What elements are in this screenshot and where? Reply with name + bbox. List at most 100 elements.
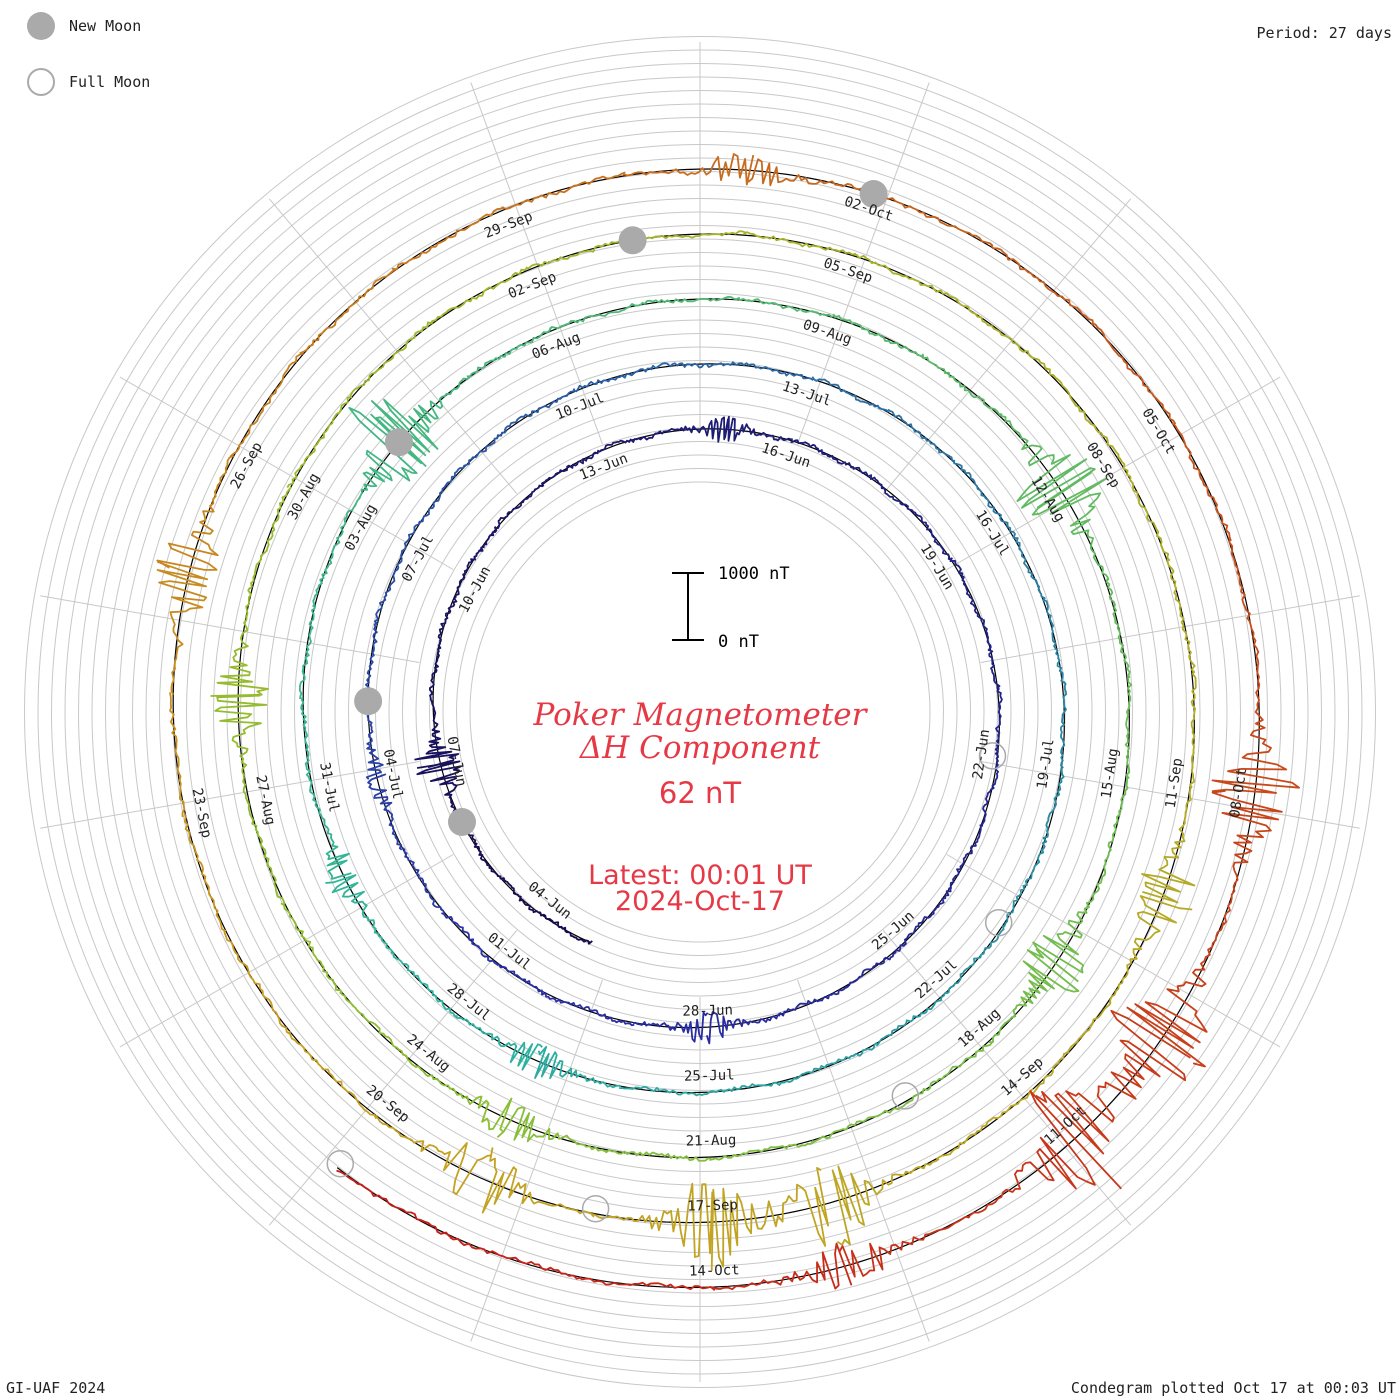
date-label: 08-Sep (1083, 440, 1123, 491)
grid-spoke (470, 979, 603, 1342)
date-label: 03-Aug (342, 502, 380, 554)
trace-segment (747, 158, 877, 196)
trace-segment (811, 1100, 909, 1144)
latest-time: Latest: 00:01 UT (588, 860, 812, 891)
trace-segment (1045, 368, 1120, 459)
date-label: 21-Aug (686, 1132, 737, 1149)
trace-segment (1141, 785, 1196, 904)
trace-segment (222, 929, 291, 1035)
grid-spoke (268, 929, 518, 1226)
trace-segment (945, 925, 1005, 994)
trace-segment (955, 299, 1049, 371)
date-label: 11-Sep (1163, 757, 1186, 809)
trace-segment (710, 1167, 829, 1271)
trace-segment (280, 902, 343, 994)
trace-segment (497, 962, 564, 1004)
trace-segment (1126, 921, 1224, 1068)
new-moon-marker (354, 687, 383, 716)
trace-segment (591, 1182, 714, 1258)
trace-segment (299, 605, 317, 700)
trace-segment (286, 396, 353, 489)
trace-segment (481, 1147, 595, 1218)
trace-segment (811, 376, 889, 413)
trace-segment (1102, 775, 1129, 877)
trace-segment (371, 376, 471, 468)
trace-segment (348, 321, 433, 399)
trace-segment (415, 1065, 513, 1133)
grid-ring (429, 441, 971, 983)
trace-segment (659, 416, 729, 443)
trace-segment (446, 429, 508, 486)
trace-segment (429, 639, 442, 704)
trace-segment (169, 692, 186, 818)
grid-spoke (470, 82, 603, 445)
trace-segment (619, 1085, 711, 1097)
trace-segment (622, 153, 755, 186)
new-moon-marker (618, 226, 647, 255)
trace-segment (156, 560, 209, 696)
trace-segment (831, 1158, 940, 1246)
trace-segment (214, 694, 268, 805)
trace-segment (906, 1041, 993, 1105)
grid-spoke (119, 854, 454, 1048)
full-moon-marker (326, 1149, 355, 1178)
trace-segment (1189, 670, 1197, 789)
trace-segment (183, 813, 227, 932)
legend-full-moon-label: Full Moon (69, 73, 151, 91)
trace-segment (1006, 523, 1046, 602)
trace-segment (1031, 471, 1110, 581)
grid-spoke (119, 376, 454, 570)
trace-segment (966, 1090, 1122, 1219)
trace-segment (1035, 1009, 1191, 1155)
legend-new-moon: New Moon (27, 12, 141, 40)
trace-segment (367, 773, 403, 851)
trace-segment (501, 171, 626, 210)
grid-ring (442, 454, 958, 970)
trace-segment (832, 313, 924, 358)
trace-segment (459, 526, 498, 583)
trace-segment (953, 459, 1009, 527)
trace-segment (906, 505, 952, 561)
full-moon-marker (581, 1194, 610, 1223)
trace-segment (493, 871, 541, 914)
trace-segment (437, 579, 462, 642)
trace-segment (777, 985, 848, 1017)
trace-segment (1117, 455, 1171, 562)
trace-segment (374, 548, 405, 625)
trace-segment (525, 237, 635, 270)
trace-segment (312, 516, 347, 608)
full-moon-marker (891, 1082, 920, 1110)
trace-segment (632, 1011, 709, 1043)
scale-bar: 1000 nT 0 nT (672, 564, 790, 652)
trace-segment (391, 206, 505, 271)
trace-segment (578, 1276, 716, 1291)
trace-segment (538, 911, 593, 945)
trace-segment (709, 1139, 814, 1161)
full-moon-icon (27, 68, 55, 96)
date-label: 13-Jun (577, 450, 630, 483)
full-moon-marker (984, 908, 1013, 937)
full-moon-marker (978, 742, 1007, 770)
date-label: 08-Oct (1227, 767, 1250, 819)
new-moon-marker (448, 808, 476, 836)
date-label: 15-Aug (1098, 747, 1121, 799)
trace-segment (1211, 790, 1283, 926)
grid-spoke (40, 761, 420, 829)
trace-segment (1059, 680, 1068, 769)
trace-segment (949, 557, 983, 622)
trace-segment (988, 948, 1080, 1043)
date-label: 22-Jun (970, 728, 993, 780)
trace-segment (247, 486, 292, 591)
grid-spoke (946, 854, 1281, 1048)
moon-markers (326, 180, 1013, 1223)
trace-segment (466, 327, 552, 378)
trace-segment (441, 912, 499, 967)
trace-segment (650, 361, 735, 371)
trace-segment (1105, 578, 1131, 679)
date-label: 17-Sep (687, 1197, 738, 1214)
grid-spoke (882, 198, 1132, 495)
trace-segment (839, 1216, 971, 1278)
trace-segment (414, 701, 460, 769)
grid-ring (469, 481, 931, 943)
trace-segment (711, 1242, 853, 1291)
